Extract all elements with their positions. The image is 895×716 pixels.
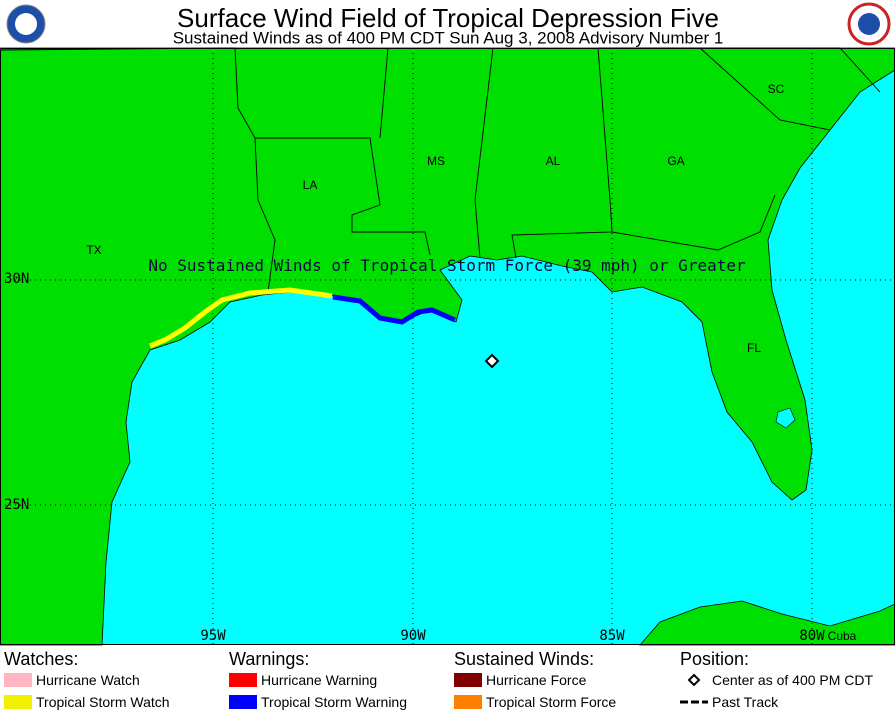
legend-swatch xyxy=(454,673,482,687)
legend-swatch xyxy=(454,695,482,709)
border xyxy=(254,137,276,293)
legend-swatch xyxy=(4,695,32,709)
legend: Watches: Hurricane Watch Tropical Storm Wa… xyxy=(4,649,874,710)
noaa-logo-inner xyxy=(15,13,37,35)
cuba xyxy=(639,600,895,646)
region-label: GA xyxy=(667,154,684,168)
legend-swatch xyxy=(229,673,257,687)
legend-label: Tropical Storm Watch xyxy=(36,694,170,710)
lat-label: 30N xyxy=(4,271,29,287)
lat-label: 25N xyxy=(4,497,29,513)
legend-swatch xyxy=(4,673,32,687)
border xyxy=(0,47,431,256)
map: 30N 25N 95W 90W 85W 80W TX LA MS AL GA S… xyxy=(0,47,895,646)
region-label: LA xyxy=(303,178,318,192)
legend-heading: Warnings: xyxy=(229,649,309,669)
region-label: SC xyxy=(768,82,785,96)
region-label: MS xyxy=(427,154,445,168)
border xyxy=(379,47,389,139)
tropical-storm-warning-coast xyxy=(332,294,456,325)
lon-label: 80W xyxy=(799,628,825,644)
region-label: Cuba xyxy=(828,629,857,643)
nws-logo-inner xyxy=(858,13,880,35)
legend-heading: Position: xyxy=(680,649,749,669)
tropical-storm-watch-coast xyxy=(149,287,333,349)
legend-label: Hurricane Warning xyxy=(261,672,377,688)
legend-diamond xyxy=(687,673,701,687)
legend-swatch xyxy=(229,695,257,709)
lon-label: 95W xyxy=(200,628,226,644)
border xyxy=(474,47,494,259)
legend-label: Center as of 400 PM CDT xyxy=(712,672,874,688)
legend-label: Tropical Storm Force xyxy=(486,694,616,710)
lon-label: 85W xyxy=(599,628,625,644)
border xyxy=(611,194,776,251)
storm-center xyxy=(484,353,500,369)
lake-okeechobee xyxy=(775,407,796,429)
title: Surface Wind Field of Tropical Depressio… xyxy=(177,3,719,33)
legend-heading: Sustained Winds: xyxy=(454,649,594,669)
region-label: AL xyxy=(546,154,561,168)
legend-label: Hurricane Watch xyxy=(36,672,140,688)
legend-label: Past Track xyxy=(712,694,779,710)
region-label: TX xyxy=(86,243,101,257)
legend-heading: Watches: xyxy=(4,649,78,669)
land xyxy=(0,47,895,646)
lon-label: 90W xyxy=(400,628,426,644)
subtitle: Sustained Winds as of 400 PM CDT Sun Aug… xyxy=(173,28,724,47)
graticule xyxy=(0,48,895,645)
region-label: FL xyxy=(747,341,761,355)
legend-label: Tropical Storm Warning xyxy=(261,694,407,710)
border xyxy=(699,47,831,131)
legend-label: Hurricane Force xyxy=(486,672,587,688)
wind-message: No Sustained Winds of Tropical Storm For… xyxy=(148,256,746,275)
